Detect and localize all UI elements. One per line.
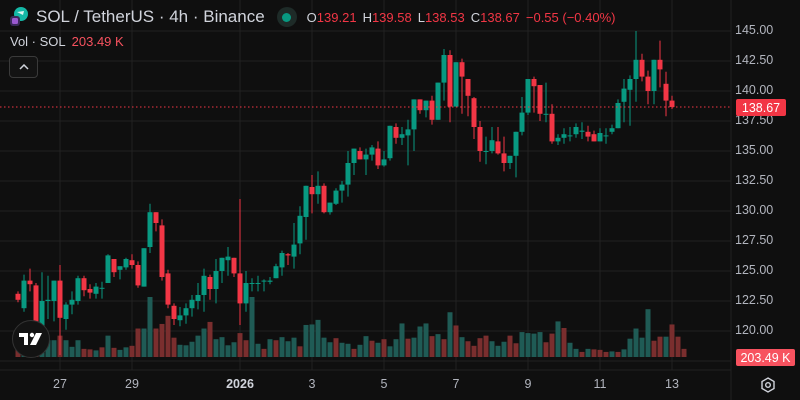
solana-symbol-icon [8,6,30,28]
time-axis-tick: 27 [53,377,67,391]
chart-settings-button[interactable] [759,376,777,394]
high-value: 139.58 [371,9,412,25]
open-value: 139.21 [316,9,357,25]
open-label: O [306,9,317,25]
price-candles [15,31,675,355]
volume-value: 203.49 K [71,34,124,49]
volume-legend: Vol · SOL 203.49 K [10,34,124,49]
time-axis-tick: 5 [380,377,388,391]
time-axis-tick: 29 [125,377,139,391]
time-axis-tick: 3 [308,377,316,391]
time-axis-tick: 13 [665,377,679,391]
price-axis-tick: 122.50 [735,293,774,307]
price-axis-tick: 130.00 [735,203,774,217]
low-label: L [417,9,425,25]
time-axis-tick: 9 [524,377,532,391]
market-status-icon[interactable] [276,7,297,27]
price-axis-tick: 127.50 [735,233,774,247]
price-axis-tick: 145.00 [735,23,774,37]
price-axis-tick: 140.00 [735,83,774,97]
time-axis-tick: 7 [452,377,460,391]
price-change: −0.55 (−0.40%) [525,9,616,25]
time-axis-tick: 2026 [226,377,254,391]
price-axis-tick: 135.00 [735,143,774,157]
price-axis-tick: 132.50 [735,173,774,187]
volume-label[interactable]: Vol · SOL [10,34,66,49]
symbol-title[interactable]: SOL / TetherUS · 4h · Binance [36,7,265,26]
price-axis-tick: 125.00 [735,263,774,277]
close-value: 138.67 [480,9,520,25]
last-volume-tag: 203.49 K [736,349,795,366]
chevron-up-icon [18,64,29,70]
grid-lines [0,0,731,370]
last-price-tag: 138.67 [736,99,786,116]
low-value: 138.53 [424,9,465,25]
price-axis-tick: 137.50 [735,113,774,127]
tradingview-logo-icon [19,332,42,345]
tradingview-logo[interactable] [12,320,50,358]
high-label: H [362,9,372,25]
price-axis-tick: 142.50 [735,53,774,67]
settings-hexagon-icon [761,377,775,393]
symbol-legend: SOL / TetherUS · 4h · Binance O139.21 H1… [8,6,616,28]
ohlc-values: O139.21 H139.58 L138.53 C138.67 −0.55 (−… [307,10,616,25]
collapse-legend-button[interactable] [9,56,38,78]
close-label: C [470,9,481,25]
time-axis-tick: 11 [593,377,607,391]
price-axis-tick: 120.00 [735,323,774,337]
